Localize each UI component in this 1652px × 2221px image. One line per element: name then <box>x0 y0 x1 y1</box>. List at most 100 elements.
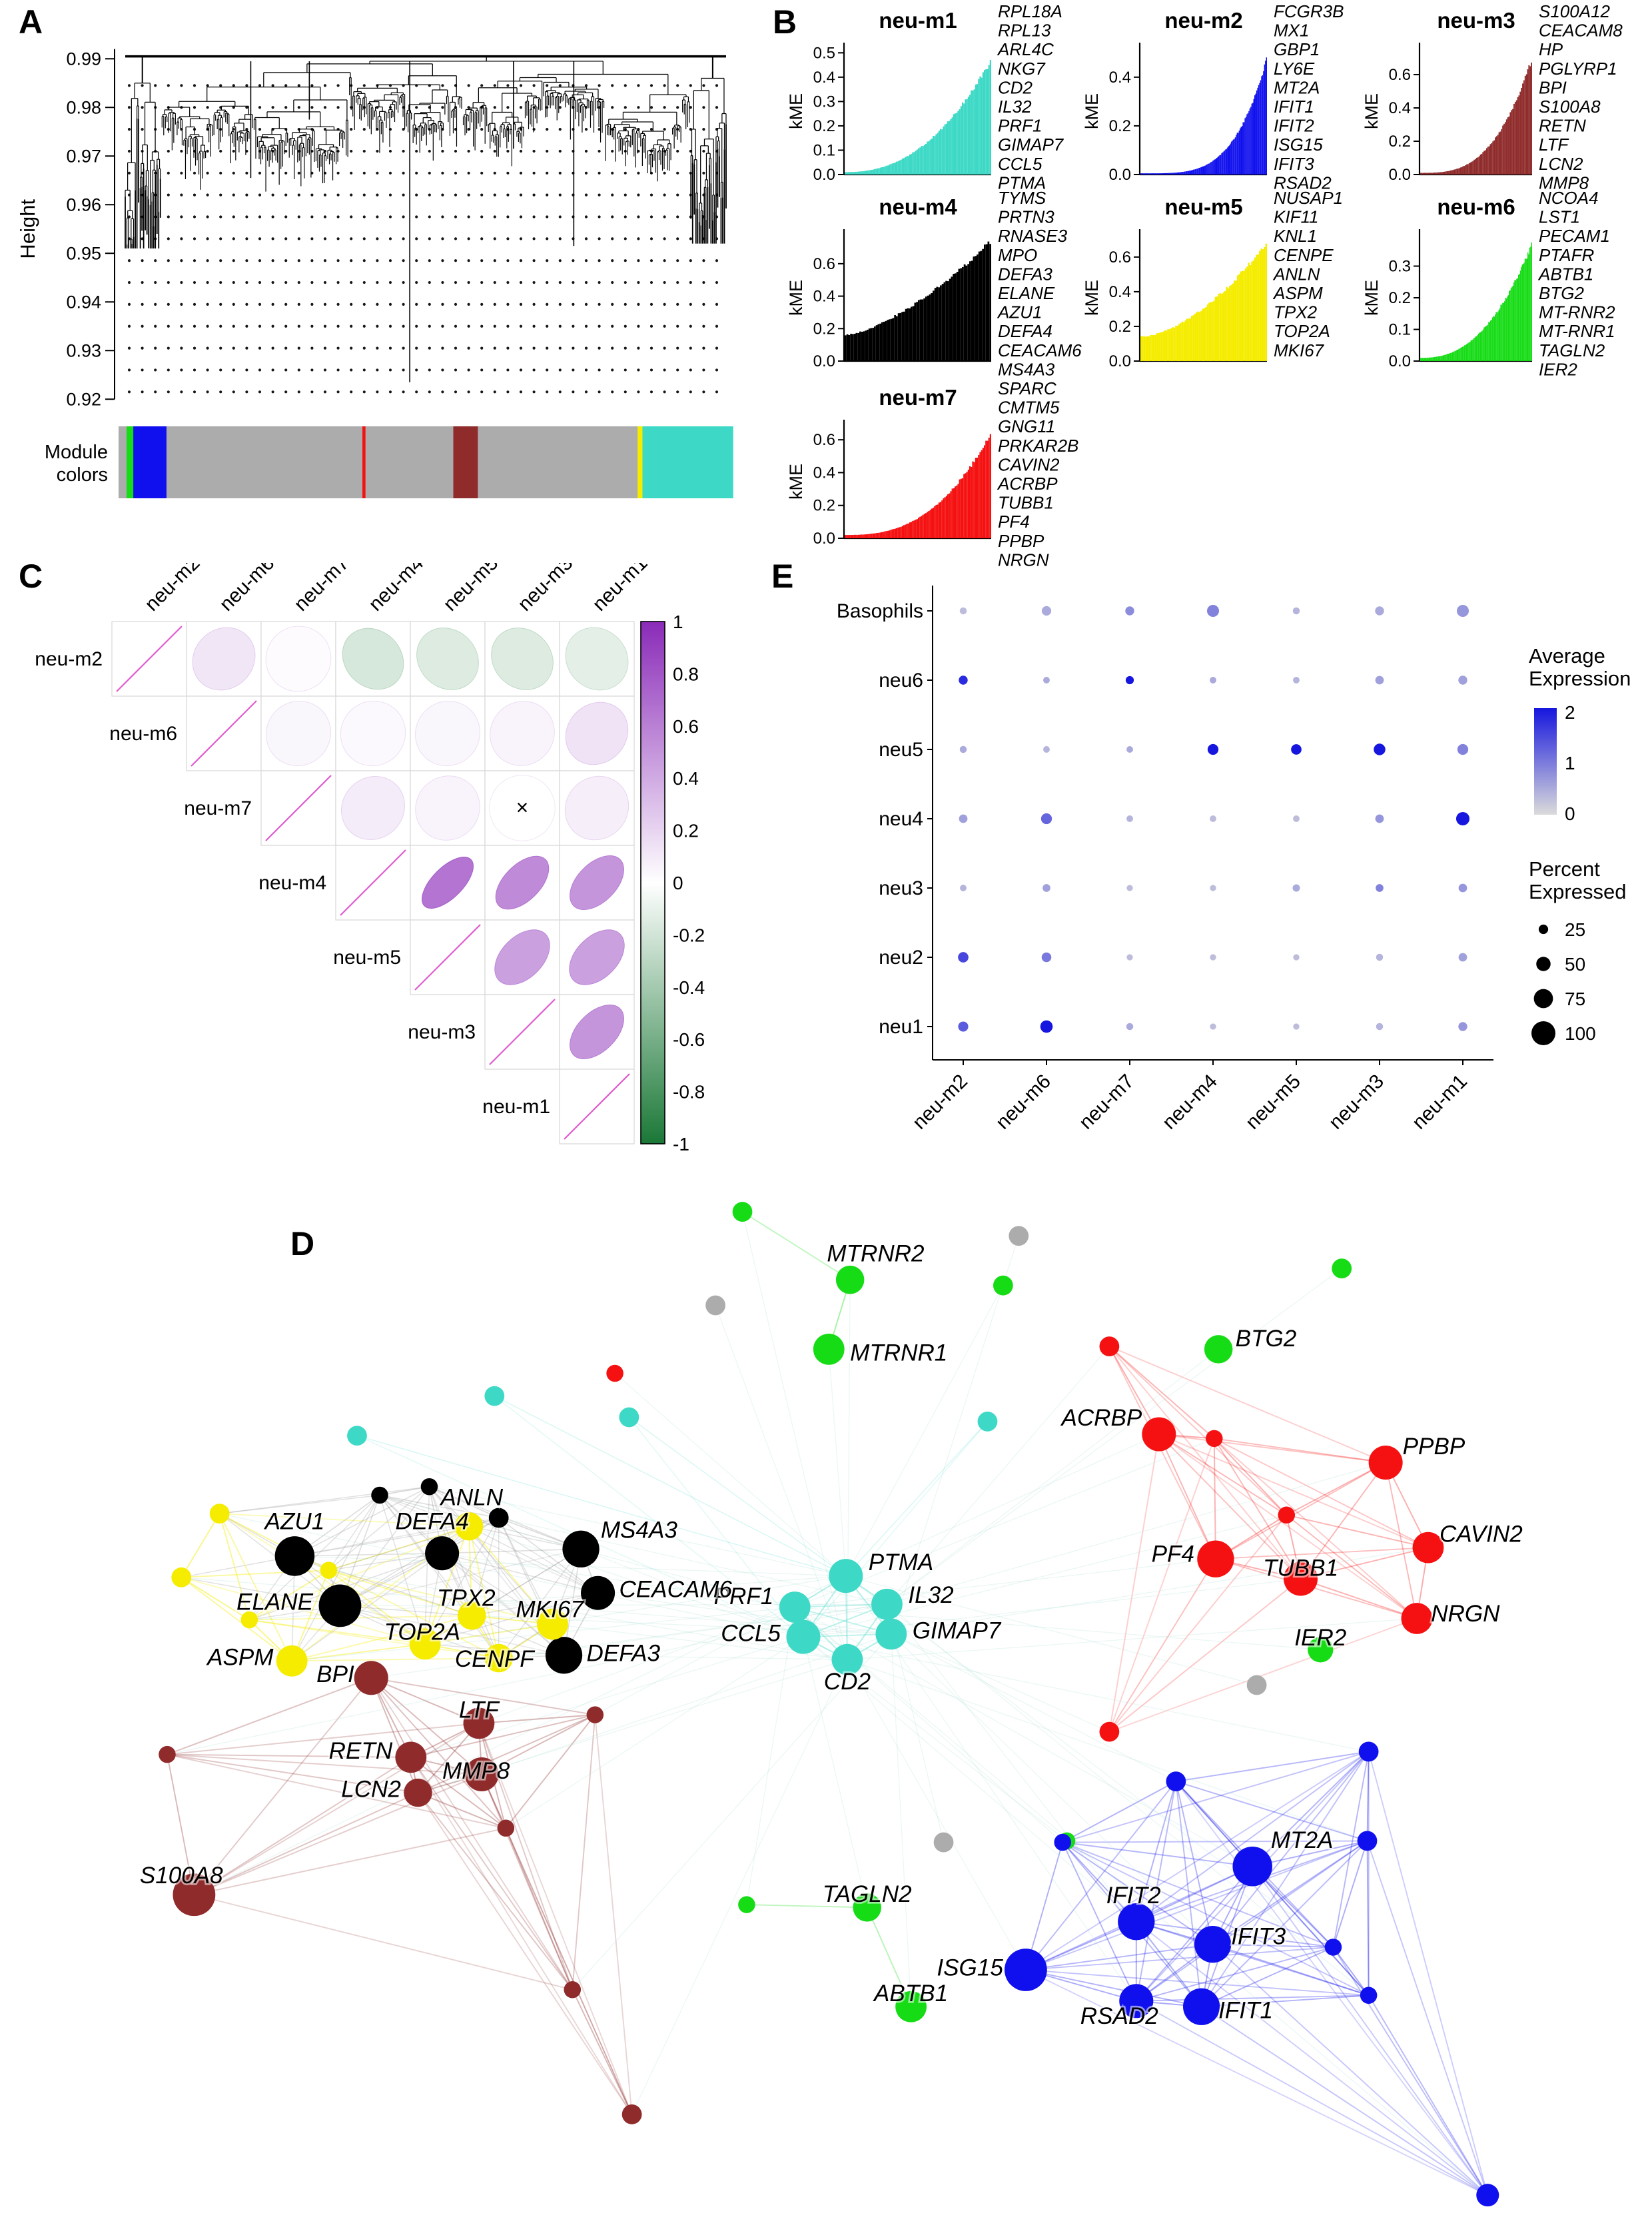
svg-text:KIF11: KIF11 <box>1274 207 1318 227</box>
svg-text:DEFA4: DEFA4 <box>395 1509 468 1535</box>
svg-text:×: × <box>516 795 529 819</box>
svg-text:0.6: 0.6 <box>1109 248 1131 266</box>
svg-text:PTAFR: PTAFR <box>1539 245 1594 265</box>
svg-text:TYMS: TYMS <box>998 188 1046 208</box>
svg-text:IER2: IER2 <box>1539 359 1577 379</box>
svg-text:ABTB1: ABTB1 <box>1537 264 1593 284</box>
svg-text:0.0: 0.0 <box>1389 352 1411 370</box>
svg-text:TAGLN2: TAGLN2 <box>1539 340 1605 360</box>
svg-text:NUSAP1: NUSAP1 <box>1274 188 1343 208</box>
svg-text:CEACAM8: CEACAM8 <box>1539 21 1623 41</box>
svg-text:TAGLN2: TAGLN2 <box>823 1881 912 1907</box>
svg-text:neu-m2: neu-m2 <box>1164 8 1242 33</box>
svg-text:neu5: neu5 <box>879 739 923 761</box>
svg-text:neu-m1: neu-m1 <box>1408 1071 1471 1134</box>
svg-text:0.2: 0.2 <box>1389 289 1411 307</box>
module-correlation-matrix: neu-m2 neu-m6 neu-m7 neu-m4 neu-m5 neu-m3 neu-… <box>35 563 705 1154</box>
svg-text:IFIT3: IFIT3 <box>1231 1924 1286 1950</box>
svg-text:TUBB1: TUBB1 <box>998 493 1054 513</box>
svg-text:kME: kME <box>1362 93 1382 129</box>
svg-text:ISG15: ISG15 <box>1274 135 1323 155</box>
svg-text:PRF1: PRF1 <box>714 1583 774 1609</box>
svg-text:0.0: 0.0 <box>1109 352 1131 370</box>
svg-text:ARL4C: ARL4C <box>997 39 1054 59</box>
svg-text:TPX2: TPX2 <box>437 1585 496 1611</box>
svg-text:CAVIN2: CAVIN2 <box>1440 1522 1523 1548</box>
svg-text:0.93: 0.93 <box>66 340 101 360</box>
svg-text:0.6: 0.6 <box>813 431 835 449</box>
svg-text:RPL13: RPL13 <box>998 21 1051 41</box>
panel-e-label: E <box>771 558 794 595</box>
svg-text:neu-m6: neu-m6 <box>109 723 177 745</box>
svg-text:0: 0 <box>673 873 683 893</box>
svg-text:2: 2 <box>1565 702 1575 723</box>
svg-text:S100A12: S100A12 <box>1539 1 1611 21</box>
svg-text:IFIT1: IFIT1 <box>1218 1997 1273 2023</box>
svg-text:0.6: 0.6 <box>813 255 835 273</box>
svg-text:0.4: 0.4 <box>1109 283 1131 301</box>
svg-text:DEFA3: DEFA3 <box>587 1640 661 1666</box>
svg-text:KNL1: KNL1 <box>1274 226 1317 246</box>
svg-text:kME: kME <box>786 93 806 129</box>
svg-text:RETN: RETN <box>1539 116 1586 136</box>
svg-text:IFIT2: IFIT2 <box>1274 116 1314 136</box>
svg-text:PPBP: PPBP <box>998 531 1044 551</box>
svg-text:neu-m2: neu-m2 <box>141 563 204 616</box>
svg-text:CENPE: CENPE <box>1274 245 1334 265</box>
svg-text:GNG11: GNG11 <box>998 416 1055 436</box>
svg-text:50: 50 <box>1565 954 1585 975</box>
svg-text:CCL5: CCL5 <box>721 1621 781 1647</box>
svg-text:0.2: 0.2 <box>673 821 699 841</box>
svg-text:neu-m7: neu-m7 <box>184 797 252 819</box>
svg-text:neu-m4: neu-m4 <box>364 563 428 616</box>
svg-text:0.96: 0.96 <box>66 195 101 215</box>
svg-text:GIMAP7: GIMAP7 <box>998 135 1064 155</box>
svg-text:ASPM: ASPM <box>1272 283 1323 303</box>
svg-text:ACRBP: ACRBP <box>1060 1405 1142 1431</box>
svg-text:kME: kME <box>786 464 806 500</box>
svg-text:RSAD2: RSAD2 <box>1274 173 1332 193</box>
svg-text:IER2: IER2 <box>1294 1625 1346 1651</box>
panel-d-label: D <box>290 1225 315 1262</box>
svg-text:ELANE: ELANE <box>998 283 1055 303</box>
svg-text:Expressed: Expressed <box>1529 880 1626 903</box>
svg-text:CENPF: CENPF <box>455 1646 536 1672</box>
svg-text:S100A8: S100A8 <box>1539 97 1601 117</box>
svg-text:0.0: 0.0 <box>1389 166 1411 184</box>
svg-text:neu-m2: neu-m2 <box>909 1071 972 1134</box>
svg-text:DEFA3: DEFA3 <box>998 264 1052 284</box>
module-expression-dotplot: Basophils neu6 neu5 neu4 neu3 neu2 neu1 neu-m2 n… <box>837 586 1631 1134</box>
svg-text:MT-RNR2: MT-RNR2 <box>1539 302 1615 322</box>
svg-text:75: 75 <box>1565 989 1585 1009</box>
svg-text:CMTM5: CMTM5 <box>998 398 1060 418</box>
svg-text:0.2: 0.2 <box>1109 117 1131 135</box>
panel-a-label: A <box>19 3 43 41</box>
svg-text:neu1: neu1 <box>879 1016 923 1038</box>
svg-text:0.94: 0.94 <box>66 292 101 312</box>
svg-text:kME: kME <box>1362 280 1382 316</box>
svg-text:PTMA: PTMA <box>869 1550 933 1575</box>
svg-text:0: 0 <box>1565 803 1575 824</box>
svg-text:0.8: 0.8 <box>673 664 699 684</box>
svg-text:0.98: 0.98 <box>66 97 101 117</box>
svg-text:ACRBP: ACRBP <box>997 474 1058 494</box>
svg-text:RSAD2: RSAD2 <box>1080 2003 1158 2029</box>
svg-text:HP: HP <box>1539 39 1563 59</box>
svg-text:DEFA4: DEFA4 <box>998 321 1052 341</box>
svg-text:neu-m1: neu-m1 <box>482 1096 550 1118</box>
svg-text:neu-m5: neu-m5 <box>439 563 502 616</box>
svg-text:0.5: 0.5 <box>813 44 835 62</box>
svg-text:neu2: neu2 <box>879 947 923 969</box>
svg-text:0.0: 0.0 <box>813 530 835 548</box>
svg-text:IL32: IL32 <box>998 97 1032 117</box>
svg-text:neu4: neu4 <box>879 808 923 830</box>
svg-text:MS4A3: MS4A3 <box>998 359 1055 379</box>
svg-text:0.92: 0.92 <box>66 389 101 409</box>
svg-text:colors: colors <box>57 464 108 486</box>
svg-text:Height: Height <box>16 199 39 259</box>
svg-text:IL32: IL32 <box>908 1582 953 1608</box>
svg-text:0.97: 0.97 <box>66 146 101 166</box>
svg-text:AZU1: AZU1 <box>997 302 1042 322</box>
svg-text:NRGN: NRGN <box>1431 1601 1500 1627</box>
svg-text:-0.8: -0.8 <box>673 1082 705 1103</box>
